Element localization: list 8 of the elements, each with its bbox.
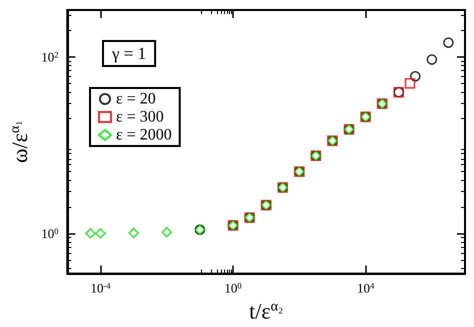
- legend-label: ε = 20: [116, 90, 156, 108]
- annotation: γ = 1: [111, 44, 146, 63]
- legend-label: ε = 300: [116, 108, 164, 126]
- point: [443, 37, 454, 48]
- legend-label: ε = 2000: [116, 126, 172, 144]
- point: [426, 54, 438, 65]
- y-axis-title: ω/εα₁: [6, 120, 32, 163]
- point: [410, 71, 421, 82]
